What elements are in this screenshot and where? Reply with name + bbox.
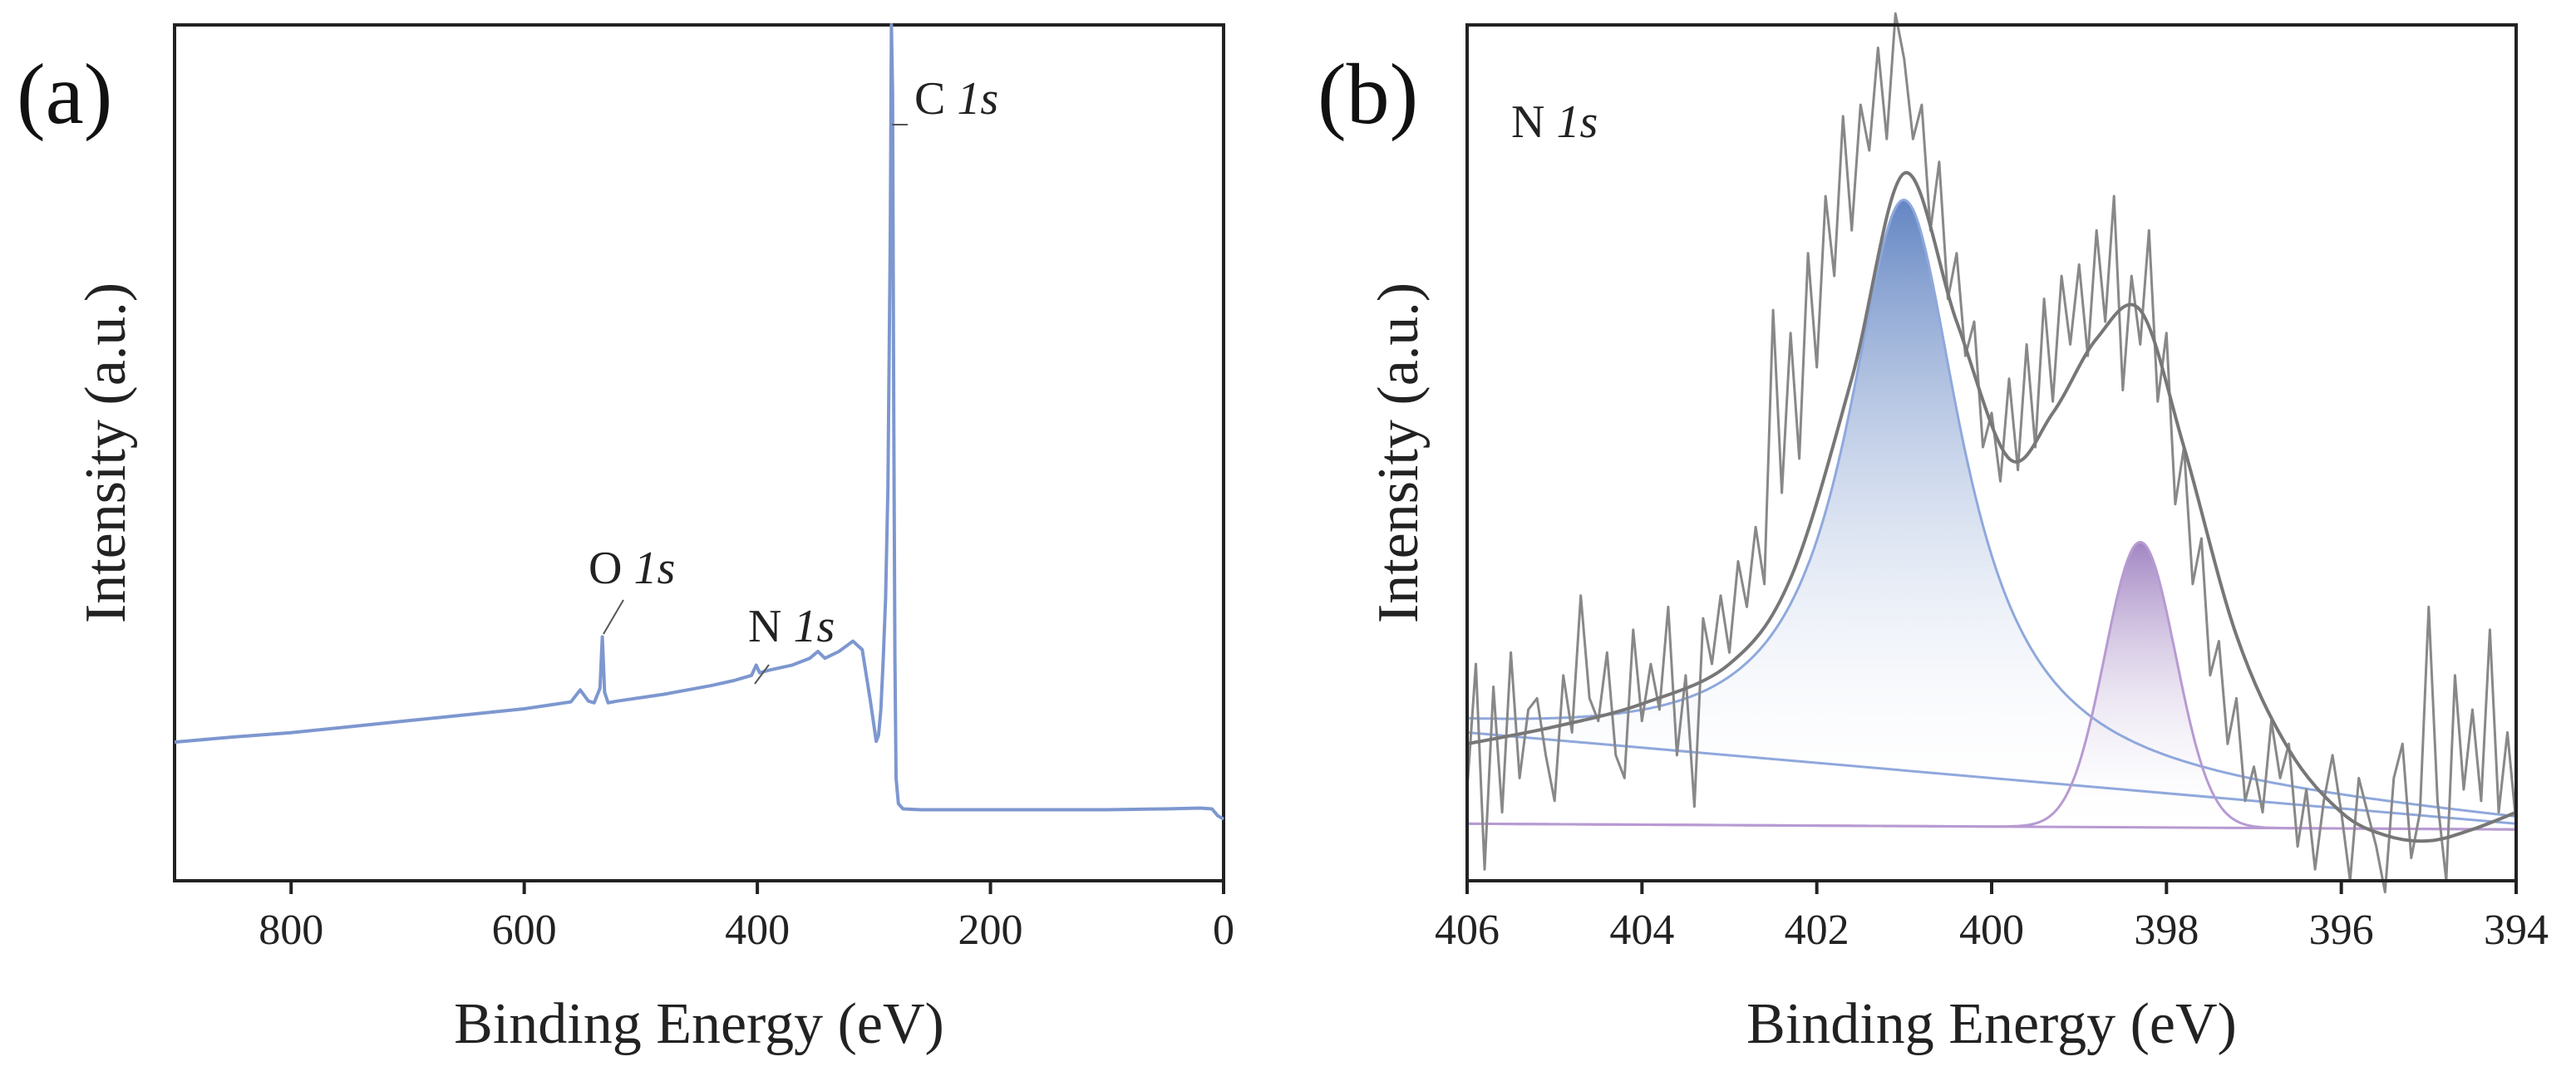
- x-tick-label: 400: [725, 907, 790, 954]
- panel-a: (a) 800 600 400 200 0 C 1s O 1s N 1s Binding…: [17, 23, 1234, 1056]
- panel-b-y-axis-title: Intensity (a.u.): [1367, 283, 1431, 623]
- peak-2-line: [1467, 540, 2516, 831]
- envelope-line: [1466, 171, 2517, 843]
- panel-a-label: (a): [17, 47, 112, 142]
- panel-a-x-ticks: 800 600 400 200 0: [259, 881, 1234, 954]
- panel-b-title: N 1s: [1511, 96, 1598, 148]
- x-tick-label: 406: [1435, 907, 1500, 954]
- panel-a-plot-frame: [173, 23, 1225, 882]
- panel-b-label: (b): [1318, 47, 1418, 142]
- x-tick-label: 800: [259, 907, 323, 954]
- panel-b: (b) 406 404 402 400 398 396 394 N 1s Binding E…: [1318, 12, 2549, 1056]
- x-tick-label: 200: [958, 907, 1023, 954]
- panel-a-y-axis-title: Intensity (a.u.): [74, 283, 138, 623]
- o1s-annotation: O 1s: [589, 543, 675, 635]
- n1s-label: N 1s: [748, 601, 835, 652]
- x-tick-label: 398: [2134, 907, 2199, 954]
- panel-a-x-axis-title: Binding Energy (eV): [454, 992, 944, 1056]
- x-tick-label: 402: [1785, 907, 1849, 954]
- x-tick-label: 394: [2484, 907, 2549, 954]
- x-tick-label: 404: [1609, 907, 1674, 954]
- x-tick-label: 400: [1959, 907, 2024, 954]
- x-tick-label: 600: [492, 907, 557, 954]
- n1s-annotation: N 1s: [748, 601, 835, 685]
- n1s-leader-line: [754, 664, 770, 685]
- panel-b-plot-area: [1465, 12, 2518, 894]
- c1s-label: C 1s: [914, 73, 998, 125]
- peak-1-fill: [1467, 199, 2516, 824]
- x-tick-label: 0: [1213, 907, 1234, 954]
- o1s-leader-line: [603, 599, 624, 635]
- o1s-label: O 1s: [589, 543, 675, 594]
- c1s-annotation: C 1s: [892, 73, 998, 125]
- x-tick-label: 396: [2309, 907, 2374, 954]
- panel-b-x-ticks: 406 404 402 400 398 396 394: [1435, 881, 2549, 954]
- panel-b-x-axis-title: Binding Energy (eV): [1746, 992, 2237, 1056]
- panel-a-survey-line: [174, 23, 1225, 821]
